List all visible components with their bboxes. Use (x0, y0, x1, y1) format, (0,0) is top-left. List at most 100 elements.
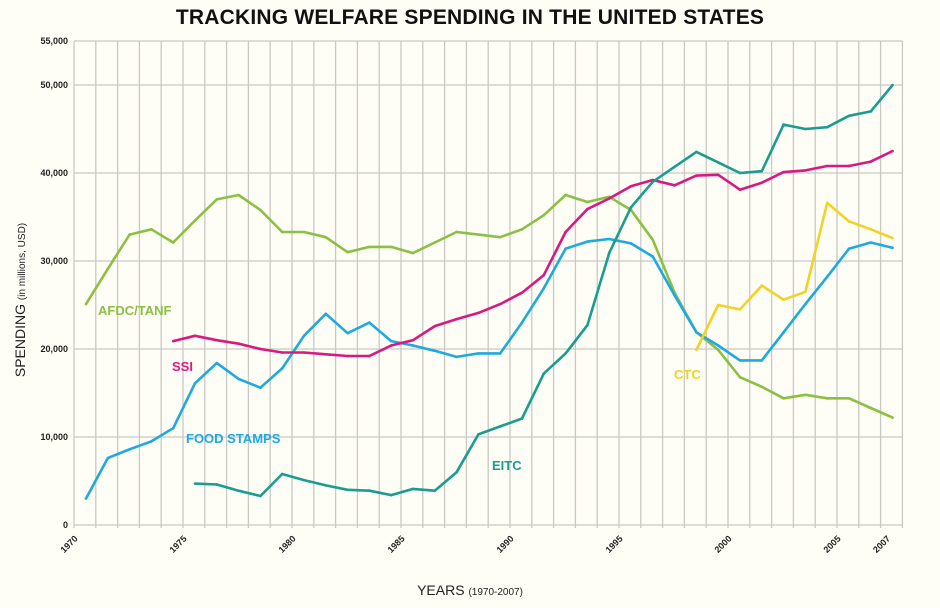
data-point-eitc (847, 114, 851, 118)
data-point-eitc (782, 123, 785, 126)
data-point-ssi (716, 173, 720, 177)
data-point-eitc (586, 323, 589, 327)
x-tick-label: 1995 (603, 534, 624, 555)
data-point-eitc (346, 488, 349, 492)
data-point-food-stamps (84, 497, 88, 500)
data-point-food-stamps (346, 331, 349, 335)
data-point-ctc (695, 348, 698, 352)
data-point-food-stamps (673, 294, 676, 297)
x-tick-label: 2005 (821, 534, 842, 555)
data-point-afdc-tanf (84, 302, 88, 306)
data-point-ssi (171, 339, 175, 343)
data-point-ssi (673, 184, 676, 187)
data-point-eitc (280, 472, 284, 476)
data-point-food-stamps (171, 426, 175, 430)
data-point-ssi (368, 354, 371, 358)
data-point-eitc (215, 483, 219, 486)
data-point-afdc-tanf (368, 245, 371, 249)
x-axis-label: YEARS (1970-2007) (0, 582, 940, 598)
data-point-afdc-tanf (760, 385, 764, 389)
data-point-afdc-tanf (804, 393, 807, 397)
data-point-afdc-tanf (259, 208, 262, 212)
x-axis-label-main: YEARS (417, 582, 465, 598)
data-point-eitc (716, 161, 720, 164)
x-tick-label: 1985 (385, 534, 406, 555)
data-point-eitc (498, 425, 502, 428)
data-point-ssi (825, 164, 829, 168)
data-point-eitc (804, 127, 807, 131)
data-point-ssi (389, 344, 393, 347)
data-point-ssi (804, 169, 807, 172)
data-point-eitc (673, 165, 676, 169)
data-point-eitc (433, 489, 437, 492)
data-point-food-stamps (869, 241, 873, 244)
data-point-afdc-tanf (171, 241, 175, 244)
data-point-ssi (891, 149, 894, 153)
data-point-ssi (695, 174, 698, 177)
series-label-ctc: CTC (674, 367, 701, 382)
data-point-food-stamps (302, 334, 306, 338)
data-point-afdc-tanf (346, 250, 349, 254)
data-point-ctc (847, 220, 851, 223)
data-point-eitc (891, 83, 894, 87)
data-point-eitc (477, 433, 480, 436)
data-point-ssi (847, 164, 851, 168)
series-line-ctc (695, 201, 894, 351)
data-point-food-stamps (782, 330, 785, 334)
data-point-food-stamps (847, 247, 851, 250)
data-point-ssi (433, 324, 437, 328)
data-point-eitc (651, 180, 655, 184)
data-point-eitc (259, 494, 262, 498)
y-tick-label: 40,000 (40, 168, 68, 178)
x-tick-label: 2000 (712, 534, 733, 555)
data-point-eitc (738, 171, 742, 175)
data-point-ctc (782, 298, 785, 302)
data-point-eitc (564, 352, 567, 355)
data-point-ssi (259, 347, 262, 351)
data-point-eitc (193, 482, 197, 485)
data-point-eitc (542, 372, 546, 375)
y-tick-label: 10,000 (40, 432, 68, 442)
data-point-food-stamps (259, 386, 262, 390)
data-point-ssi (782, 170, 785, 174)
data-point-ssi (302, 351, 306, 354)
data-point-ssi (411, 338, 415, 342)
data-point-ctc (738, 308, 742, 311)
data-point-ssi (869, 160, 873, 163)
data-point-afdc-tanf (215, 198, 219, 201)
series-label-ssi: SSI (172, 359, 193, 374)
y-tick-label: 55,000 (40, 36, 68, 46)
data-point-afdc-tanf (455, 230, 458, 234)
data-point-food-stamps (891, 246, 894, 250)
data-point-afdc-tanf (716, 348, 720, 352)
data-point-ssi (542, 273, 546, 277)
data-point-ssi (346, 354, 349, 358)
data-point-afdc-tanf (280, 230, 284, 234)
data-point-food-stamps (411, 344, 415, 347)
x-tick-label: 1975 (167, 534, 188, 555)
data-point-eitc (825, 125, 829, 129)
data-point-eitc (389, 493, 393, 497)
data-point-ssi (280, 351, 284, 354)
data-point-afdc-tanf (193, 219, 197, 222)
data-point-ctc (869, 228, 873, 231)
data-point-food-stamps (389, 339, 393, 343)
data-point-afdc-tanf (586, 200, 589, 204)
series-label-food-stamps: FOOD STAMPS (186, 431, 281, 446)
data-point-afdc-tanf (433, 241, 437, 244)
data-point-ssi (586, 207, 589, 211)
x-axis-label-sub: (1970-2007) (468, 587, 523, 598)
data-point-ssi (738, 188, 742, 192)
data-point-afdc-tanf (564, 193, 567, 197)
data-point-eitc (302, 478, 306, 482)
data-point-afdc-tanf (106, 267, 110, 271)
data-point-ctc (891, 236, 894, 240)
data-point-food-stamps (324, 312, 328, 316)
data-point-eitc (237, 489, 240, 492)
data-point-ctc (825, 201, 829, 205)
data-point-eitc (368, 489, 371, 492)
data-point-ssi (607, 197, 611, 200)
data-point-eitc (411, 487, 415, 491)
data-point-food-stamps (564, 247, 567, 250)
data-point-afdc-tanf (847, 396, 851, 400)
